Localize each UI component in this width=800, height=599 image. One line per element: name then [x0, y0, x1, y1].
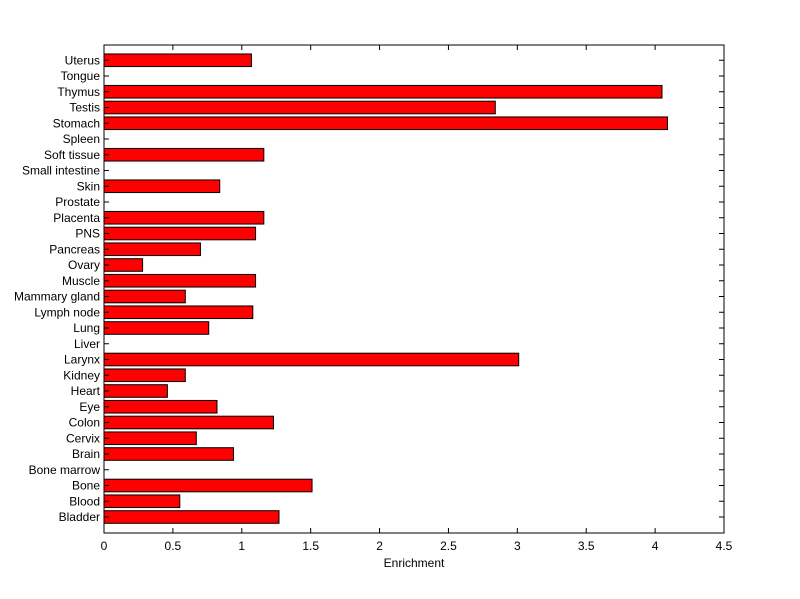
bar-stomach [103, 116, 669, 131]
x-tick-label: 1.5 [302, 539, 319, 553]
y-tick-label: Muscle [62, 274, 100, 288]
y-tick-label: Bone [72, 479, 100, 493]
y-tick-label: Liver [74, 337, 100, 351]
y-tick-label: Placenta [53, 211, 100, 225]
bar-pancreas [103, 242, 201, 257]
bar-bladder [103, 510, 280, 524]
x-tick-label: 3 [514, 539, 521, 553]
y-tick-label: Eye [79, 400, 100, 414]
y-tick-label: Heart [71, 384, 101, 398]
x-axis-label: Enrichment [384, 556, 445, 570]
bar-blood [103, 494, 181, 509]
y-tick-label: Bladder [59, 510, 100, 524]
bar-uterus [103, 53, 252, 68]
bar-testis [103, 100, 496, 115]
y-tick-label: Small intestine [22, 164, 100, 178]
bar-lung [103, 321, 210, 335]
bar-skin [103, 179, 221, 194]
x-tick-label: 0 [101, 539, 108, 553]
bar-kidney [103, 368, 186, 383]
y-tick-label: Tongue [61, 69, 101, 83]
x-tick-label: 2.5 [440, 539, 457, 553]
bar-brain [103, 447, 235, 461]
x-tick-label: 4.5 [716, 539, 733, 553]
y-tick-label: Prostate [55, 195, 100, 209]
y-tick-label: Kidney [63, 368, 100, 382]
bar-soft-tissue [103, 147, 265, 162]
bar-colon [103, 415, 274, 430]
bar-cervix [103, 431, 197, 446]
axes-frame [103, 44, 725, 534]
y-tick-label: Lung [73, 321, 100, 335]
y-tick-label: Skin [77, 179, 100, 193]
x-tick-label: 3.5 [578, 539, 595, 553]
y-tick-label: Ovary [68, 258, 100, 272]
y-tick-label: Spleen [63, 132, 100, 146]
y-tick-label: Stomach [53, 116, 100, 130]
x-tick-label: 1 [238, 539, 245, 553]
y-tick-label: Uterus [65, 53, 100, 67]
y-tick-label: Lymph node [34, 305, 100, 319]
y-tick-label: Soft tissue [44, 148, 100, 162]
bar-larynx [103, 352, 520, 367]
x-tick-label: 0.5 [165, 539, 182, 553]
y-tick-label: Larynx [64, 353, 100, 367]
bar-ovary [103, 258, 144, 272]
x-tick-label: 2 [376, 539, 383, 553]
y-tick-label: Thymus [57, 85, 100, 99]
y-tick-label: Mammary gland [14, 290, 100, 304]
y-tick-label: Pancreas [49, 242, 100, 256]
x-tick-label: 4 [652, 539, 659, 553]
bar-heart [103, 384, 168, 398]
bar-pns [103, 226, 257, 241]
bar-muscle [103, 273, 257, 288]
bar-mammary-gland [103, 289, 186, 304]
y-tick-label: Blood [69, 494, 100, 508]
y-tick-label: PNS [75, 227, 100, 241]
bar-thymus [103, 84, 663, 99]
x-axis-ticks: 0 0.5 1 1.5 2 2.5 3 3.5 4 4.5 [101, 45, 733, 553]
y-tick-label: Testis [69, 101, 100, 115]
y-tick-label: Brain [72, 447, 100, 461]
bar-bone [103, 478, 313, 493]
y-tick-label: Colon [69, 416, 100, 430]
bar-placenta [103, 210, 265, 225]
bar-lymph-node [103, 305, 254, 320]
y-tick-label: Bone marrow [29, 463, 101, 477]
y-tick-label: Cervix [66, 431, 100, 445]
bar-eye [103, 399, 218, 414]
